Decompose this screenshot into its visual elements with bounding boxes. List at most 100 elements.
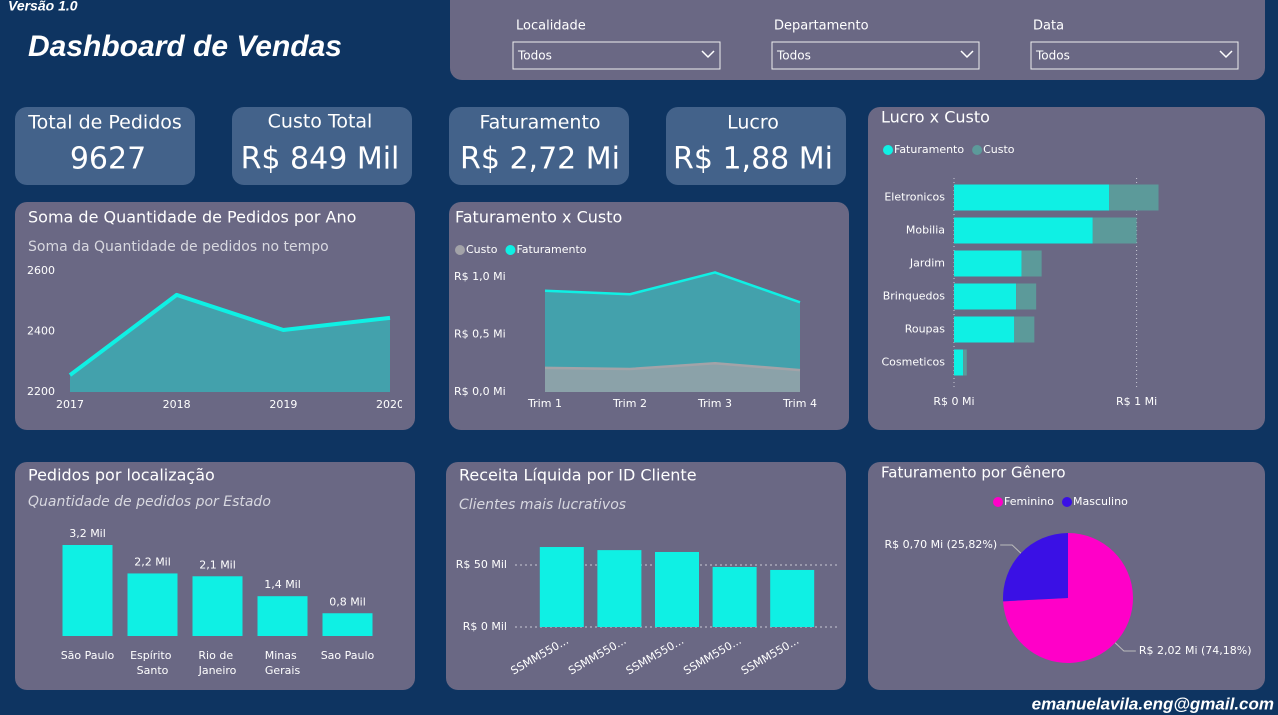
kpi-card <box>15 107 195 185</box>
leader-line <box>1114 642 1136 652</box>
kpi-value: 9627 <box>70 142 146 177</box>
x-tick-label: Minas Gerais <box>265 649 301 677</box>
bar <box>954 349 964 376</box>
pie-slice <box>1003 533 1134 663</box>
y-tick-label: R$ 0,0 Mi <box>454 385 506 398</box>
legend-swatch <box>972 145 983 155</box>
x-tick-label: Espírito Santo <box>130 649 175 677</box>
y-tick-label: 2400 <box>27 325 55 338</box>
kpi-card <box>232 107 412 185</box>
y-tick-label: Roupas <box>905 323 946 336</box>
chart-panel <box>15 202 415 430</box>
bar <box>954 250 1022 277</box>
chart-subtitle: Clientes mais lucrativos <box>459 497 626 513</box>
x-tick-label: R$ 1 Mi <box>1116 395 1157 408</box>
chevron <box>701 50 715 59</box>
chart-title: Faturamento x Custo <box>455 208 622 227</box>
line <box>544 271 801 304</box>
kpi-value: R$ 2,72 Mi <box>460 142 620 177</box>
filter-label: Departamento <box>774 19 869 34</box>
legend-swatch <box>993 497 1003 507</box>
x-tick-label: 2018 <box>163 398 191 411</box>
bar <box>963 349 967 376</box>
legend-swatch <box>883 145 893 155</box>
bar <box>62 545 113 636</box>
chart-title: Pedidos por localização <box>28 466 215 485</box>
x-tick-label: R$ 0 Mi <box>933 395 974 408</box>
y-tick-label: 2600 <box>27 264 55 277</box>
data-label: 0,8 Mil <box>329 595 366 608</box>
y-tick-label: Brinquedos <box>883 290 946 303</box>
bar <box>954 283 1017 310</box>
dropdown-value: Todos <box>1035 49 1070 63</box>
dropdown[interactable] <box>771 41 980 70</box>
bar <box>257 596 308 636</box>
kpi-label: Total de Pedidos <box>27 112 182 134</box>
footer-email: emanuelavila.eng@gmail.com <box>1032 694 1274 713</box>
y-tick-label: Eletronicos <box>884 191 945 204</box>
chart-subtitle: Quantidade de pedidos por Estado <box>28 494 271 510</box>
y-tick-label: R$ 0,5 Mi <box>454 328 506 341</box>
y-tick-label: Cosmeticos <box>881 356 945 369</box>
chart-title: Receita Líquida por ID Cliente <box>459 466 697 485</box>
y-tick-label: R$ 50 Mil <box>456 558 507 571</box>
version: Versão 1.0 <box>8 0 78 14</box>
dropdown-value: Todos <box>517 49 552 63</box>
chevron <box>960 50 974 59</box>
legend-label: Custo <box>983 143 1015 156</box>
pie-slice <box>1003 533 1068 602</box>
kpi-card <box>449 107 629 185</box>
dashboard-title: Dashboard de Vendas <box>28 30 342 63</box>
kpi-label: Faturamento <box>479 112 600 134</box>
filter[interactable]: Data Todos <box>1030 19 1239 70</box>
bar <box>539 547 584 627</box>
bar <box>192 576 243 636</box>
line <box>544 362 801 372</box>
area <box>545 363 800 392</box>
leader-line <box>1000 544 1022 554</box>
filter[interactable]: Departamento Todos <box>771 19 980 70</box>
x-tick-label: 2017 <box>56 398 84 411</box>
chart-title: Faturamento por Gênero <box>881 464 1066 482</box>
y-tick-label: 2200 <box>27 385 55 398</box>
chevron <box>1219 50 1233 59</box>
filter-label: Data <box>1033 19 1064 34</box>
bar <box>322 613 373 636</box>
filter[interactable]: Localidade Todos <box>512 19 721 70</box>
filter-label: Localidade <box>516 19 586 34</box>
x-tick-label: Trim 3 <box>697 397 732 410</box>
x-tick-label: Rio de Janeiro <box>198 649 237 677</box>
kpi-label: Lucro <box>727 112 779 134</box>
chart-subtitle: Soma da Quantidade de pedidos no tempo <box>28 239 329 255</box>
filter-panel <box>450 0 1265 80</box>
dropdown[interactable] <box>512 41 721 70</box>
dropdown[interactable] <box>1030 41 1239 70</box>
x-tick-label: Sao Paulo <box>321 649 375 662</box>
kpi-value: R$ 1,88 Mi <box>673 142 833 177</box>
data-label: 1,4 Mil <box>264 578 301 591</box>
kpi-label: Custo Total <box>268 111 373 133</box>
bar <box>954 316 1015 343</box>
legend-label: Masculino <box>1073 495 1128 508</box>
legend-label: Faturamento <box>894 143 964 156</box>
y-tick-label: Jardim <box>909 257 945 270</box>
data-label: 2,2 Mil <box>134 555 171 568</box>
x-tick-label: São Paulo <box>61 649 115 662</box>
bar <box>1014 316 1035 343</box>
legend-label: Custo <box>466 243 498 256</box>
x-tick-label: Trim 4 <box>782 397 817 410</box>
bar <box>954 184 1110 211</box>
y-tick-label: R$ 0 Mil <box>463 620 507 633</box>
x-tick-label: 2020 <box>376 398 404 411</box>
bar <box>712 566 757 627</box>
chart-title: Soma de Quantidade de Pedidos por Ano <box>28 208 356 227</box>
kpi-card <box>666 107 846 185</box>
bar <box>954 217 1093 244</box>
y-tick-label: Mobilia <box>906 224 945 237</box>
bar <box>770 569 815 627</box>
legend-swatch <box>505 245 516 255</box>
y-tick-label: R$ 1,0 Mi <box>454 270 506 283</box>
bar <box>1109 184 1159 211</box>
legend-label: Faturamento <box>516 243 586 256</box>
